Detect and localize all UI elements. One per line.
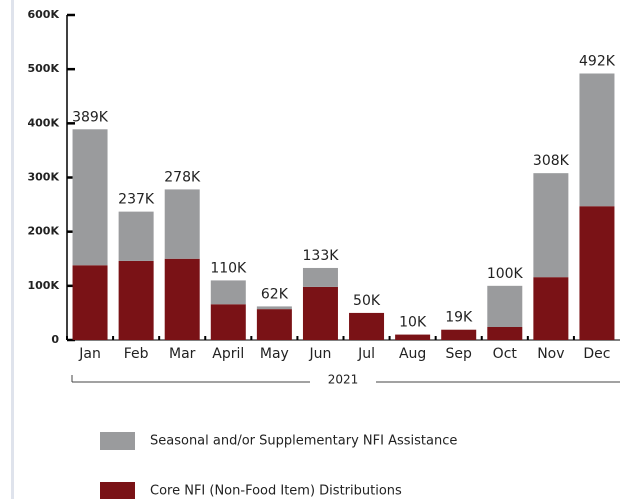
total-label: 50K [353,293,381,309]
total-label: 389K [72,109,109,125]
x-tick-label: Jan [78,346,101,362]
x-group-label: 2021 [328,373,359,387]
total-label: 237K [118,192,155,208]
bar-segment [487,285,523,327]
total-label: 10K [399,315,427,331]
bar-segment [302,267,338,287]
total-label: 62K [261,286,289,302]
total-label: 100K [487,266,524,282]
bar-segment [579,73,615,207]
legend-swatch [100,432,135,450]
bar-segment [395,334,431,340]
bar-segment [441,329,477,340]
x-tick-label: Sep [446,346,473,362]
total-label: 110K [210,260,247,276]
bar-segment [118,211,154,261]
total-label: 278K [164,169,201,185]
y-tick-label: 500K [28,62,60,75]
x-tick-label: Jul [357,346,375,362]
y-tick-label: 600K [28,8,60,21]
legend-swatch [100,482,135,499]
bar-segment [72,129,108,266]
x-tick-label: Nov [537,346,564,362]
legend-label: Core NFI (Non-Food Item) Distributions [150,484,402,499]
x-tick-label: May [260,346,289,362]
y-tick-label: 100K [28,279,60,292]
bar-segment [487,327,523,340]
x-tick-label: Aug [399,346,426,362]
bar-segment [533,173,569,278]
y-tick-label: 400K [28,116,60,129]
bar-segment [210,304,246,340]
x-tick-label: Jun [309,346,332,362]
y-tick-label: 300K [28,171,60,184]
y-tick-label: 200K [28,225,60,238]
bar-segment [533,277,569,340]
total-label: 19K [445,310,473,326]
bar-segment [210,280,246,305]
bar-segment [579,206,615,340]
legend-label: Seasonal and/or Supplementary NFI Assist… [150,434,457,449]
x-tick-label: Feb [124,346,149,362]
bar-segment [164,189,200,259]
page-border [11,0,14,499]
bar-segment [72,265,108,340]
y-tick-label: 0 [51,333,59,346]
total-label: 308K [533,153,570,169]
total-label: 492K [579,54,616,70]
x-tick-label: Dec [583,346,610,362]
x-tick-label: Mar [169,346,196,362]
total-label: 133K [303,248,340,264]
bar-segment [256,306,292,310]
x-tick-label: Oct [493,346,518,362]
bar-segment [118,260,154,340]
x-tick-label: April [212,346,244,362]
bar-segment [302,286,338,340]
bar-segment [256,309,292,340]
bar-segment [349,312,385,340]
bar-segment [164,258,200,340]
